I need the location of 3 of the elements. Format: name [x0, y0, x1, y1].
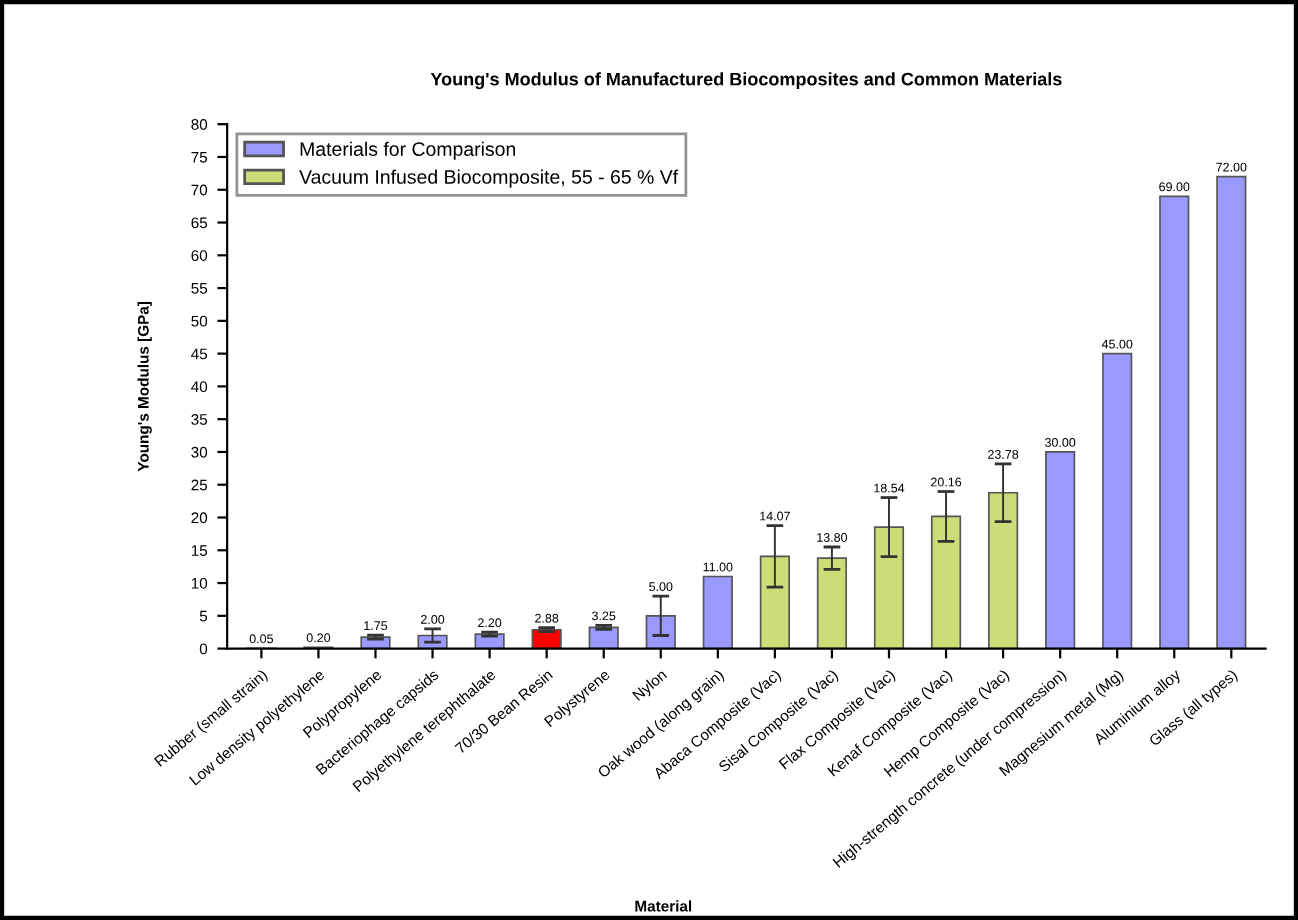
chart-title: Young's Modulus of Manufactured Biocomposites and Common Materials	[430, 72, 1062, 90]
legend-label: Vacuum Infused Biocomposite, 55 - 65 % Vf	[299, 169, 679, 188]
legend-label: Materials for Comparison	[300, 141, 516, 160]
